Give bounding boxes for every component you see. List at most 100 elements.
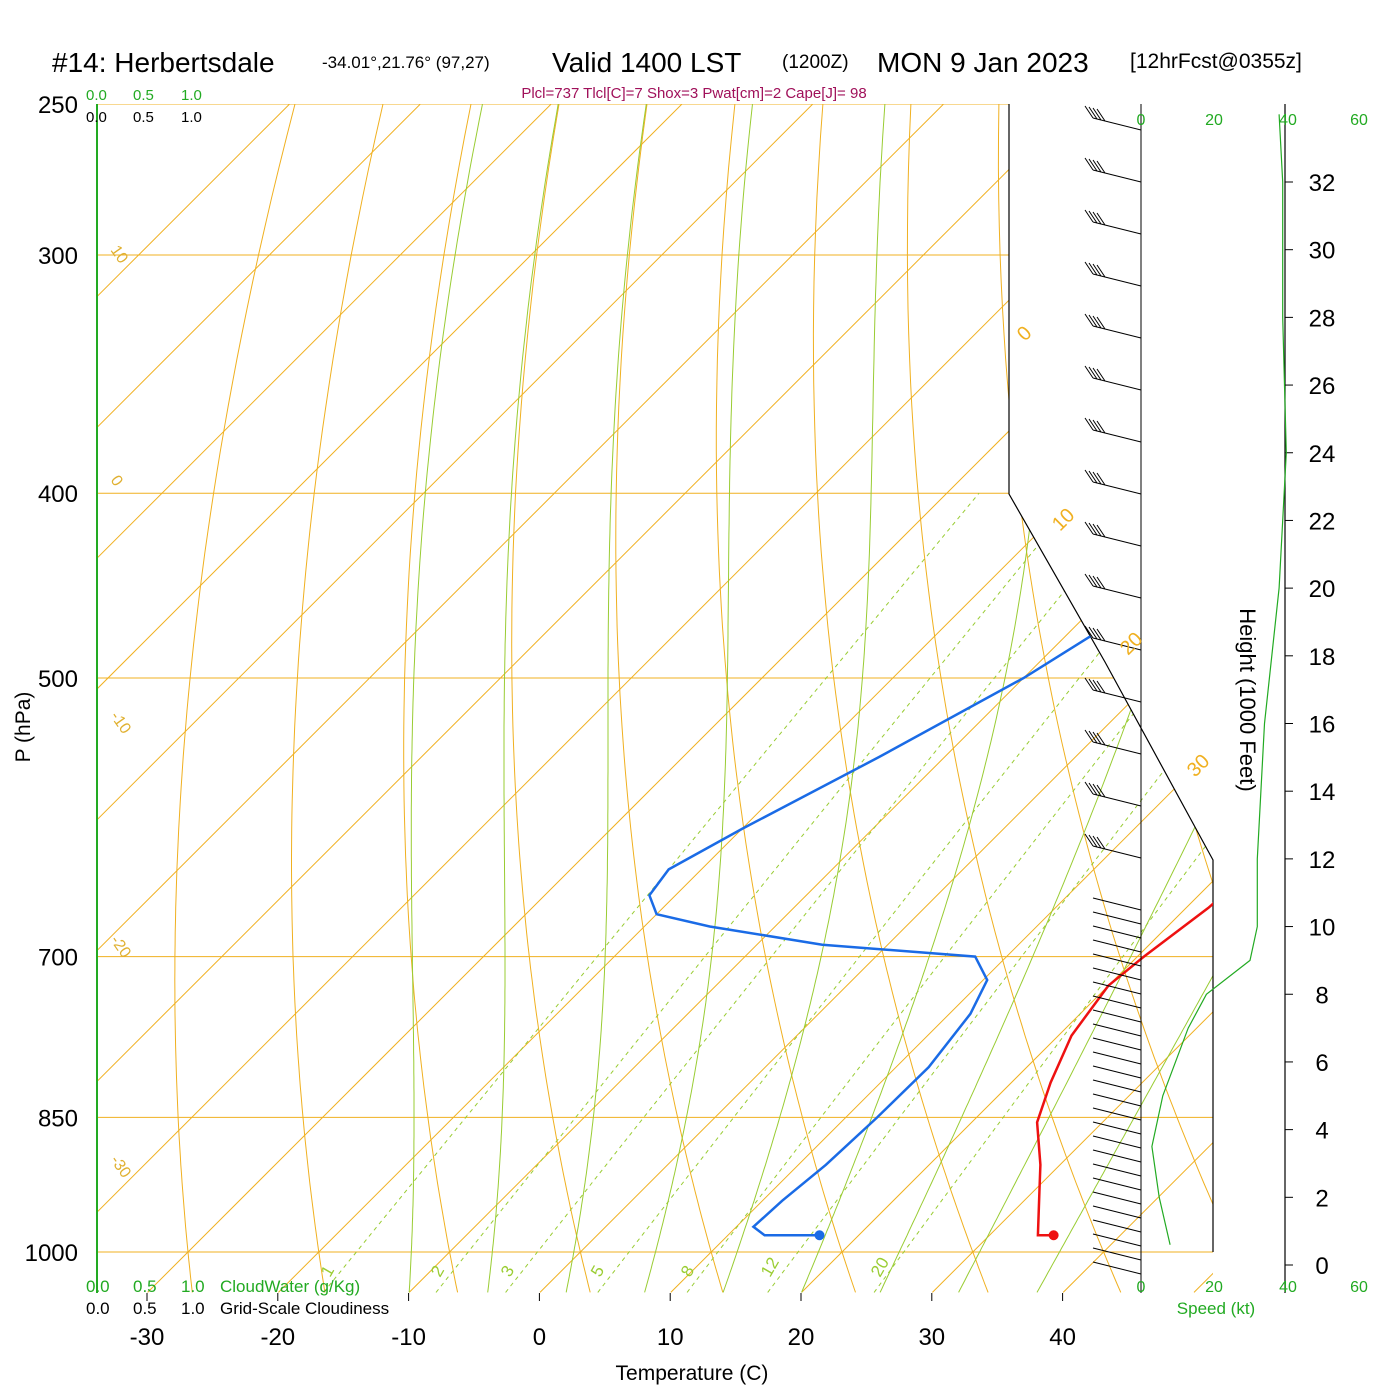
wind-barb [1092, 1261, 1142, 1275]
wind-barb-flag [1084, 157, 1094, 171]
pressure-tick-label: 400 [38, 481, 78, 508]
isotherm-label: 10 [1048, 504, 1079, 535]
wind-barb [1084, 729, 1142, 755]
temperature-tick-label: -10 [391, 1324, 426, 1351]
title-valid: Valid 1400 LST [552, 47, 741, 78]
mixing-ratio-line [686, 492, 1213, 1293]
cloudwater-scale-bottom-2: 1.0 [181, 1277, 205, 1296]
wind-barb-flag [1092, 835, 1102, 849]
isotherm--70 [97, 104, 998, 1293]
wind-barb-shaft [1092, 481, 1142, 495]
wind-barb-flag [1092, 627, 1102, 641]
wind-barb-shaft [1092, 1163, 1142, 1177]
wind-barb-flag [1088, 834, 1098, 848]
wind-barb-shaft [1092, 221, 1142, 235]
wind-barb-shaft [1092, 1121, 1142, 1135]
wind-barb-shaft [1092, 585, 1142, 599]
wind-barb-flag [1084, 313, 1094, 327]
title-zulu: (1200Z) [782, 52, 849, 73]
wind-barb-flag [1096, 732, 1106, 746]
height-tick-label: 30 [1309, 238, 1336, 265]
wind-barb-flag [1092, 211, 1102, 225]
wind-barb [1084, 313, 1142, 339]
wind-barb-shaft [1092, 1247, 1142, 1261]
wind-barb [1092, 1177, 1142, 1191]
isotherm-label: 0 [1013, 322, 1036, 345]
wind-barb-flag [1088, 158, 1098, 172]
wind-barb-flag [1084, 833, 1094, 847]
wind-barb [1092, 967, 1142, 981]
wind-barb-flag [1096, 524, 1106, 538]
isotherm-label: 20 [1116, 628, 1147, 659]
cloudwater-scale-top-0: 0.0 [86, 87, 107, 104]
wind-barb-shaft [1092, 533, 1142, 547]
temperature-tick-label: 20 [788, 1324, 815, 1351]
isotherm-40 [1062, 104, 1213, 1293]
wind-barb-shaft [1092, 793, 1142, 807]
wind-barb-shaft [1092, 689, 1142, 703]
height-tick-label: 16 [1309, 712, 1336, 739]
pressure-tick-label: 300 [38, 243, 78, 270]
isotherm-10 [670, 104, 1213, 1293]
wind-barb-shaft [1092, 1093, 1142, 1107]
series-dewpoint-line [647, 104, 1213, 1237]
wind-barb-shaft [1092, 1261, 1142, 1275]
wind-barb-shaft [1092, 377, 1142, 391]
wind-barb-flag [1084, 417, 1094, 431]
pressure-tick-label: 500 [38, 666, 78, 693]
wind-barb-flag [1084, 625, 1094, 639]
wind-barb [1084, 157, 1142, 183]
title-station: #14: Herbertsdale [52, 47, 275, 78]
wind-barb [1092, 1219, 1142, 1233]
dry-adiabat-30 [812, 104, 989, 1293]
wind-barb-flag [1084, 105, 1094, 119]
wind-barb-flag [1092, 107, 1102, 121]
wind-barb [1092, 995, 1142, 1009]
isotherm-label: 30 [1183, 750, 1214, 781]
height-tick-label: 28 [1309, 305, 1336, 332]
wind-barb [1092, 925, 1142, 939]
wind-barb [1092, 1191, 1142, 1205]
wind-barb-flag [1096, 264, 1106, 278]
height-tick-label: 24 [1309, 441, 1336, 468]
mixing-ratio-label: 2 [427, 1262, 448, 1280]
mixing-ratio-line [597, 492, 1213, 1293]
moist-adiabat [801, 104, 1066, 1293]
height-tick-label: 2 [1315, 1185, 1328, 1212]
moist-adiabat [408, 104, 526, 1293]
wind-barb-shaft [1092, 1037, 1142, 1051]
isotherm--80 [97, 104, 868, 1293]
series-temperature-line [1035, 104, 1213, 1237]
wind-barb-flag [1084, 573, 1094, 587]
wind-barb-flag [1096, 316, 1106, 330]
wind-barb [1084, 209, 1142, 235]
isotherm-50 [1193, 104, 1213, 1293]
wind-barb [1092, 1079, 1142, 1093]
height-tick-label: 4 [1315, 1118, 1328, 1145]
x-axis-title: Temperature (C) [616, 1362, 769, 1385]
speed-tick-bottom-2: 40 [1279, 1279, 1297, 1296]
wind-barb [1092, 953, 1142, 967]
cloudiness-scale-bottom-1: 0.5 [133, 1299, 157, 1318]
wind-barb [1084, 573, 1142, 599]
wind-barb-flag [1096, 108, 1106, 122]
wind-barb [1092, 981, 1142, 995]
wind-speed-profile-line [1151, 114, 1287, 1245]
wind-barb-flag [1096, 160, 1106, 174]
wind-barb-flag [1088, 574, 1098, 588]
temperature-tick-label: -20 [260, 1324, 295, 1351]
speed-tick-top-2: 40 [1279, 112, 1297, 129]
wind-barb-flag [1096, 420, 1106, 434]
wind-barb-shaft [1092, 1219, 1142, 1233]
wind-barb [1092, 1163, 1142, 1177]
wind-barb-shaft [1092, 169, 1142, 183]
wind-barb-flag [1084, 729, 1094, 743]
moist-adiabat [1036, 104, 1213, 1293]
wind-barb-shaft [1092, 995, 1142, 1009]
isotherm--40 [97, 104, 1213, 1293]
wind-barb-flag [1088, 314, 1098, 328]
cloudiness-label: Grid-Scale Cloudiness [220, 1299, 389, 1318]
speed-tick-bottom-0: 0 [1137, 1279, 1146, 1296]
dry-adiabat-40 [906, 104, 1122, 1293]
